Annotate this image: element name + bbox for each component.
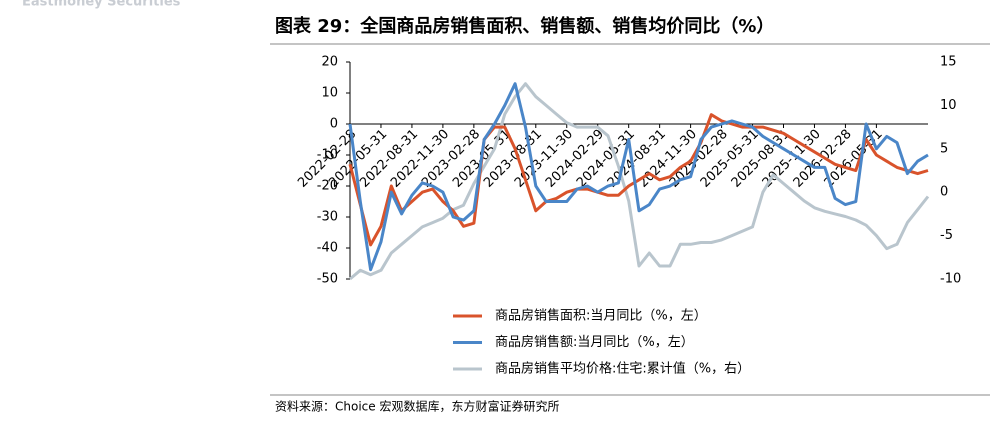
legend-label: 商品房销售平均价格:住宅:累计值（%，右） (495, 361, 750, 377)
y-tick-label: 20 (321, 55, 338, 70)
legend-label: 商品房销售面积:当月同比（%，左） (495, 308, 707, 324)
y2-tick-label: 5 (940, 141, 948, 156)
series-line (349, 82, 930, 281)
y-tick-label: -40 (317, 241, 338, 256)
y-tick-label: -20 (317, 179, 338, 194)
source: 资料来源：Choice 宏观数据库，东方财富证券研究所 (275, 399, 559, 414)
y2-tick-label: 0 (940, 185, 948, 200)
series-line (348, 113, 929, 247)
y2-tick-label: 10 (940, 98, 957, 113)
legend-label: 商品房销售额:当月同比（%，左） (495, 334, 694, 350)
y2-tick-label: -10 (940, 272, 961, 287)
y2-tick-label: 15 (940, 55, 957, 70)
y-tick-label: -30 (317, 210, 338, 225)
y2-tick-label: -5 (940, 228, 953, 243)
y-tick-label: -50 (317, 272, 338, 287)
series-line (348, 82, 929, 272)
chart-title: 图表 29：全国商品房销售面积、销售额、销售均价同比（%） (275, 15, 774, 37)
watermark: Eastmoney Securities (22, 0, 181, 10)
y-tick-label: 10 (321, 86, 338, 101)
y-tick-label: -10 (317, 148, 338, 163)
y-tick-label: 0 (330, 117, 338, 132)
